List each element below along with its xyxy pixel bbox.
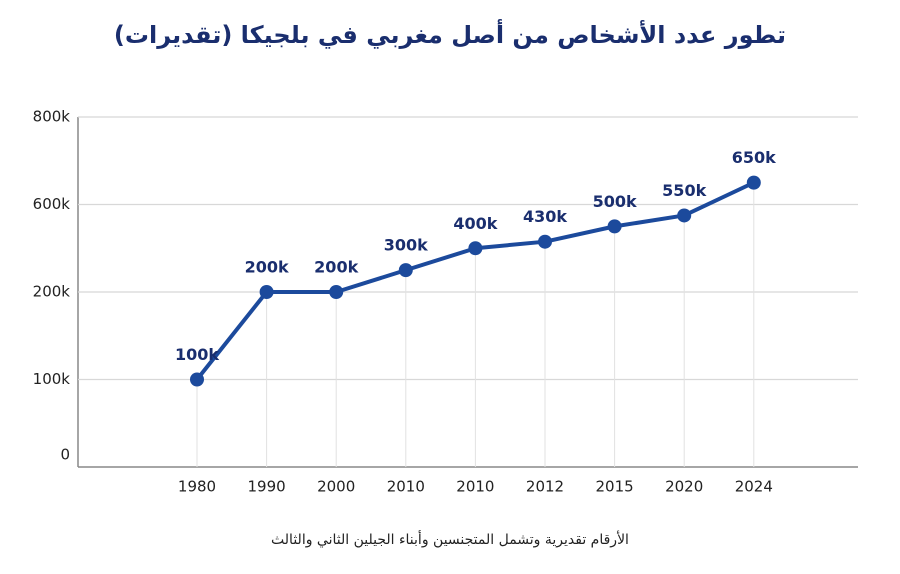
data-label: 200k <box>245 258 289 277</box>
x-tick-label: 2020 <box>665 478 703 496</box>
x-tick-label: 2010 <box>387 478 425 496</box>
point <box>468 241 483 256</box>
point <box>607 219 622 234</box>
data-label: 300k <box>384 236 428 255</box>
data-label: 100k <box>175 345 219 364</box>
point <box>746 175 761 190</box>
data-label: 430k <box>523 207 567 226</box>
data-label: 200k <box>314 258 358 277</box>
x-tick-label: 2015 <box>596 478 634 496</box>
data-label: 650k <box>732 148 776 167</box>
y-tick-label: 100k <box>33 370 71 388</box>
point <box>329 285 344 299</box>
y-tick-label: 0 <box>60 446 70 464</box>
point <box>538 234 552 249</box>
chart-note: الأرقام تقديرية وتشمل المتجنسين وأبناء ا… <box>271 530 629 548</box>
y-tick-label: 800k <box>33 108 71 126</box>
chart-title: تطور عدد الأشخاص من أصل مغربي في بلجيكا … <box>114 19 786 49</box>
x-tick-label: 1980 <box>178 478 216 496</box>
data-label: 400k <box>453 214 497 233</box>
data-label: 500k <box>593 192 637 211</box>
y-tick-label: 600k <box>33 195 71 213</box>
data-label: 550k <box>662 181 706 200</box>
point <box>677 208 692 223</box>
point <box>259 285 274 299</box>
point <box>190 372 204 387</box>
point <box>398 263 413 278</box>
x-tick-label: 2024 <box>735 478 773 496</box>
x-tick-label: 1990 <box>248 478 286 496</box>
x-tick-label: 2000 <box>317 478 355 496</box>
x-tick-label: 2010 <box>456 478 494 496</box>
x-tick-label: 2012 <box>526 478 564 496</box>
y-tick-label: 200k <box>33 283 71 301</box>
